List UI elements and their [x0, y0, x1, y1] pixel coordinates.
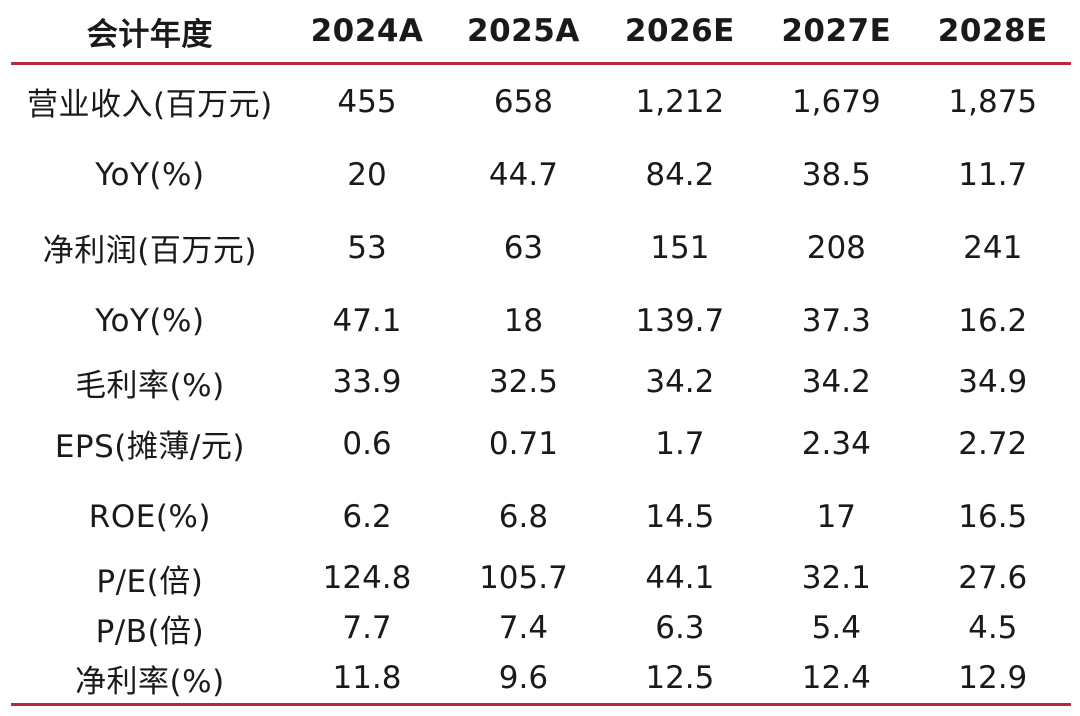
header-2028e: 2028E	[914, 0, 1071, 65]
financial-forecast-table: 会计年度 2024A 2025A 2026E 2027E 2028E 营业收入(…	[11, 0, 1071, 706]
table-cell: 12.9	[914, 653, 1071, 706]
table-row-revenue-yoy: YoY(%) 20 44.7 84.2 38.5 11.7	[11, 138, 1071, 211]
table-cell: 47.1	[332, 302, 402, 339]
table-cell: 6.2	[342, 498, 392, 535]
table-cell: 38.5	[801, 156, 871, 193]
header-2025a: 2025A	[445, 0, 602, 65]
row-label: 净利率(%)	[11, 653, 289, 706]
table-row-net-margin: 净利率(%) 11.8 9.6 12.5 12.4 12.9	[11, 653, 1071, 706]
table-cell: 7.4	[498, 610, 549, 646]
table-cell: 11.7	[958, 156, 1028, 193]
row-label: P/E(倍)	[96, 563, 204, 600]
table-cell: 32.1	[801, 560, 871, 596]
table-cell: 139.7	[635, 302, 725, 339]
table-cell: 16.2	[958, 302, 1028, 339]
table-cell: 1,679	[791, 83, 881, 120]
header-fiscal-year: 会计年度	[11, 0, 289, 65]
header-2027e: 2027E	[758, 0, 915, 65]
table-cell: 241	[963, 229, 1023, 266]
table-cell: 1.7	[655, 425, 705, 462]
table-cell: 33.9	[332, 364, 402, 400]
table-cell: 1,212	[635, 83, 725, 120]
table-row-pb: P/B(倍) 7.7 7.4 6.3 5.4 4.5	[11, 603, 1071, 653]
table-cell: 1,875	[948, 83, 1038, 120]
table-cell: 44.1	[645, 560, 715, 596]
table-cell: 0.71	[488, 425, 558, 462]
table-cell: 208	[806, 229, 866, 266]
table-row-gross-margin: 毛利率(%) 33.9 32.5 34.2 34.2 34.9	[11, 357, 1071, 407]
table-cell: 6.8	[498, 498, 549, 535]
table-row-revenue: 营业收入(百万元) 455 658 1,212 1,679 1,875	[11, 64, 1071, 139]
row-label: 营业收入(百万元)	[27, 87, 273, 123]
row-label: 净利润(百万元)	[42, 233, 257, 269]
table-row-net-profit: 净利润(百万元) 53 63 151 208 241	[11, 211, 1071, 284]
table-cell: 16.5	[958, 498, 1028, 535]
table-cell: 9.6	[445, 653, 602, 706]
table-cell: 20	[347, 156, 387, 193]
table-cell: 658	[493, 83, 554, 120]
table-cell: 53	[347, 229, 387, 266]
table-cell: 12.5	[601, 653, 759, 706]
table-cell: 44.7	[488, 156, 558, 193]
table-header-row: 会计年度 2024A 2025A 2026E 2027E 2028E	[11, 0, 1071, 65]
financial-forecast-table-container: 会计年度 2024A 2025A 2026E 2027E 2028E 营业收入(…	[11, 0, 1071, 716]
row-label: YoY(%)	[95, 156, 205, 193]
table-cell: 0.6	[342, 425, 392, 462]
table-cell: 34.2	[801, 364, 871, 400]
table-cell: 105.7	[479, 560, 568, 596]
table-row-eps: EPS(摊薄/元) 0.6 0.71 1.7 2.34 2.72	[11, 407, 1071, 480]
row-label: YoY(%)	[95, 302, 205, 339]
table-cell: 27.6	[958, 560, 1028, 596]
table-cell: 5.4	[811, 610, 861, 646]
table-cell: 17	[816, 498, 857, 535]
table-cell: 32.5	[488, 364, 558, 400]
table-cell: 7.7	[342, 610, 392, 646]
table-cell: 151	[650, 229, 710, 266]
table-cell: 2.72	[958, 425, 1028, 462]
row-label: P/B(倍)	[95, 613, 205, 650]
table-cell: 4.5	[968, 610, 1018, 646]
table-cell: 2.34	[801, 425, 871, 462]
table-cell: 84.2	[645, 156, 715, 193]
table-cell: 11.8	[288, 653, 446, 706]
table-row-roe: ROE(%) 6.2 6.8 14.5 17 16.5	[11, 480, 1071, 553]
table-cell: 6.3	[655, 610, 705, 646]
table-cell: 37.3	[801, 302, 871, 339]
table-cell: 34.2	[645, 364, 715, 400]
table-cell: 12.4	[758, 653, 915, 706]
row-label: 毛利率(%)	[75, 367, 225, 404]
row-label: EPS(摊薄/元)	[54, 429, 245, 465]
table-cell: 34.9	[958, 364, 1028, 400]
header-2024a: 2024A	[288, 0, 446, 65]
table-cell: 455	[337, 83, 397, 120]
table-cell: 63	[503, 229, 544, 266]
table-cell: 14.5	[645, 498, 715, 535]
header-2026e: 2026E	[601, 0, 759, 65]
row-label: ROE(%)	[88, 498, 211, 535]
table-row-pe: P/E(倍) 124.8 105.7 44.1 32.1 27.6	[11, 553, 1071, 603]
table-row-net-profit-yoy: YoY(%) 47.1 18 139.7 37.3 16.2	[11, 284, 1071, 357]
table-cell: 124.8	[322, 560, 412, 596]
table-cell: 18	[503, 302, 544, 339]
